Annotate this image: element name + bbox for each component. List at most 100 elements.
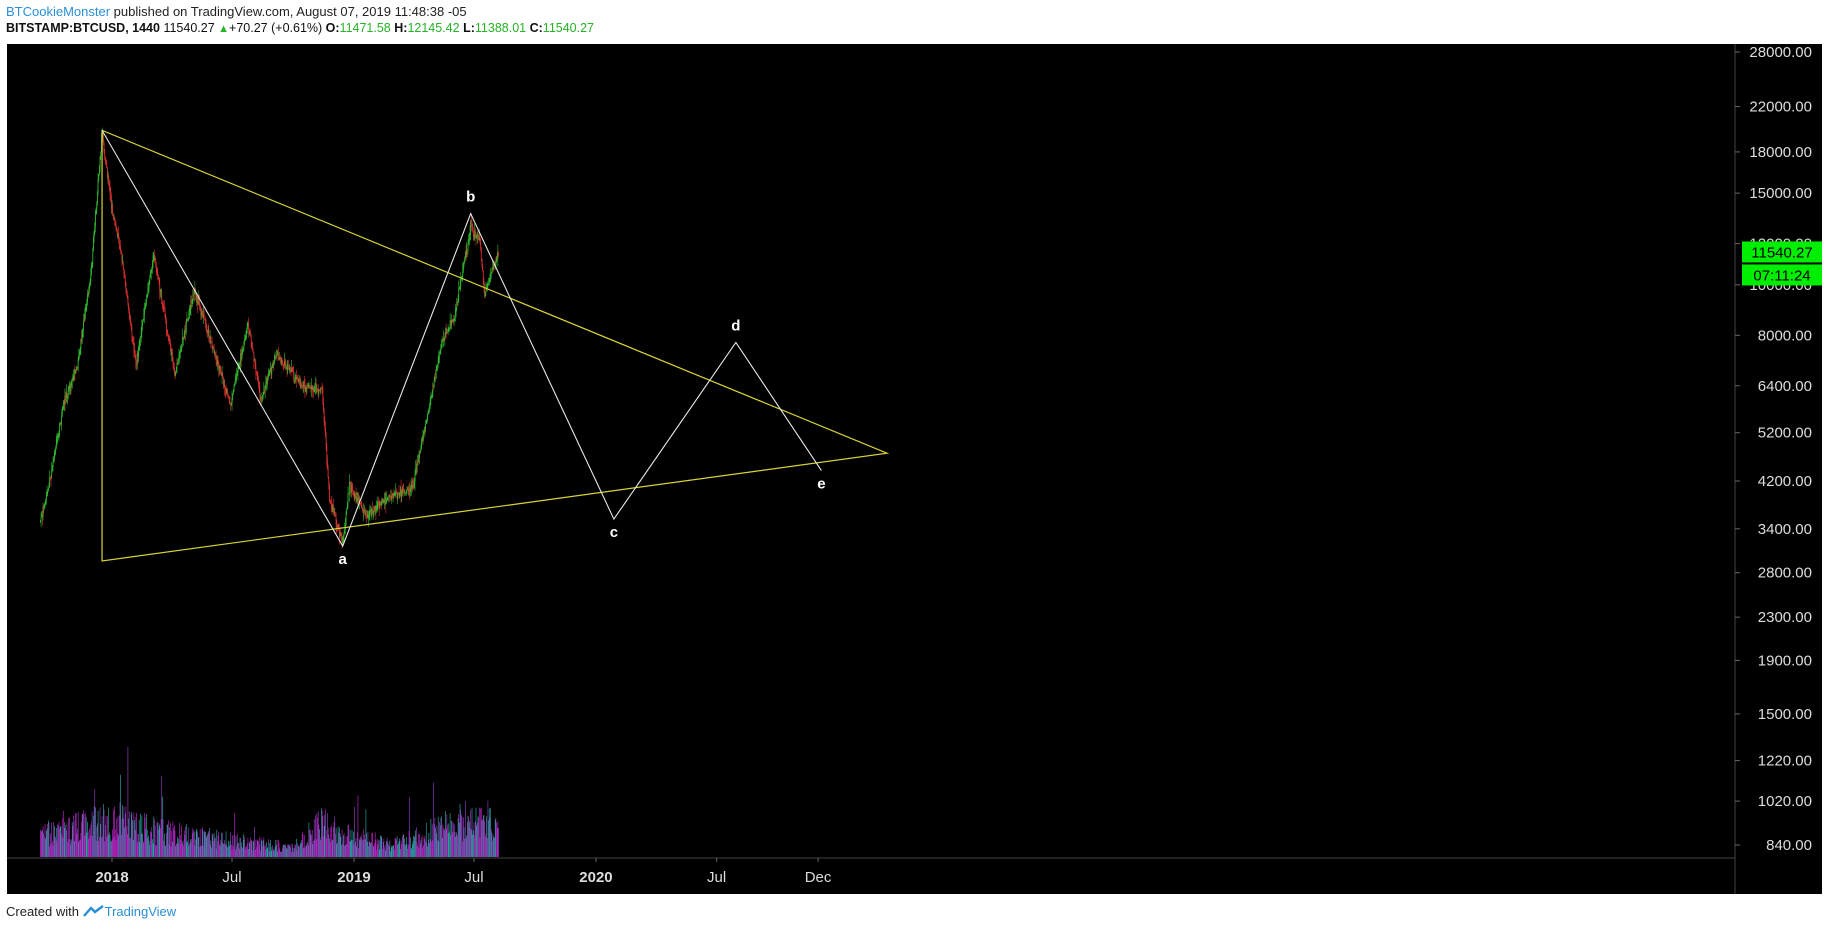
volume-bar xyxy=(311,835,312,857)
volume-bar xyxy=(407,848,409,857)
candle-body xyxy=(476,235,478,238)
candle-body xyxy=(97,179,99,192)
candle-body xyxy=(74,372,76,374)
author-link[interactable]: BTCookieMonster xyxy=(6,4,111,19)
candle-body xyxy=(417,457,419,462)
footer: Created with TradingView xyxy=(6,904,176,919)
volume-bar xyxy=(67,818,69,857)
volume-bar xyxy=(441,816,442,857)
candle-body xyxy=(303,381,305,387)
candle-body xyxy=(323,401,324,411)
tradingview-link[interactable]: TradingView xyxy=(104,904,177,919)
volume-bar xyxy=(120,774,121,857)
candle-body xyxy=(244,339,245,342)
volume-bar xyxy=(194,845,196,857)
candle-body xyxy=(80,338,82,349)
candle-body xyxy=(203,314,205,319)
candle-body xyxy=(185,327,186,333)
volume-bar xyxy=(77,811,79,857)
volume-bar xyxy=(156,845,157,857)
volume-bar xyxy=(64,828,66,857)
candle-body xyxy=(173,362,175,367)
candle-body xyxy=(401,493,403,498)
candle-body xyxy=(339,532,341,537)
candle-body xyxy=(69,384,71,392)
candle-body xyxy=(409,488,411,494)
candle-body xyxy=(87,293,88,304)
volume-bar xyxy=(250,837,251,857)
volume-bar xyxy=(497,821,499,857)
candle-body xyxy=(115,223,117,229)
candle-body xyxy=(215,355,217,361)
candle-body xyxy=(358,500,360,503)
candle-body xyxy=(431,391,433,396)
volume-bar xyxy=(397,844,399,857)
volume-bar xyxy=(408,831,410,857)
candle-body xyxy=(308,385,310,387)
candle-body xyxy=(85,306,87,309)
volume-bar xyxy=(75,813,76,857)
volume-bar xyxy=(333,821,335,857)
volume-bar xyxy=(322,816,324,857)
volume-bar xyxy=(221,832,222,857)
volume-bar xyxy=(445,811,446,857)
volume-bar xyxy=(72,825,74,857)
candle-body xyxy=(293,378,295,380)
candle-body xyxy=(319,390,321,392)
volume-bar xyxy=(366,833,367,857)
candle-body xyxy=(307,386,309,387)
price-tick-label: 5200.00 xyxy=(1758,425,1812,442)
candle-body xyxy=(229,402,231,404)
volume-bar xyxy=(86,832,88,857)
candle-body xyxy=(240,353,242,363)
time-axis[interactable]: 2018 Jul 2019 Jul 2020 Jul Dec xyxy=(95,858,832,886)
volume-bar xyxy=(478,807,480,857)
candle-body xyxy=(121,253,123,262)
volume-bar xyxy=(432,840,434,857)
candle-body xyxy=(420,445,422,450)
candle-body xyxy=(291,367,293,369)
volume-bar xyxy=(226,844,228,857)
candle-body xyxy=(248,322,249,330)
volume-bar xyxy=(242,847,243,857)
candle-body xyxy=(455,308,456,316)
volume-bar xyxy=(496,828,498,857)
candle-body xyxy=(205,319,206,324)
candle-body xyxy=(395,491,397,493)
volume-bar xyxy=(451,821,453,857)
price-badges: 11540.27 07:11:24 xyxy=(1742,241,1822,286)
candle-body xyxy=(168,339,170,341)
volume-bar xyxy=(58,822,60,857)
price-axis[interactable]: 28000.0022000.0018000.0015000.0012000.00… xyxy=(1735,44,1812,854)
candle-body xyxy=(270,367,271,371)
candle-body xyxy=(193,294,194,296)
triangle-drawing[interactable]: a b c d e xyxy=(101,129,890,568)
candle-body xyxy=(347,493,349,502)
volume-bar xyxy=(394,838,396,857)
volume-bar xyxy=(54,836,56,857)
volume-bar xyxy=(211,833,213,857)
candle-body xyxy=(400,487,402,498)
volume-bar xyxy=(257,839,259,857)
candle-body xyxy=(171,352,173,359)
volume-bar xyxy=(118,815,120,857)
candle-body xyxy=(441,344,442,348)
volume-bar xyxy=(83,814,85,857)
candle-body xyxy=(436,366,438,370)
candle-body xyxy=(76,367,78,371)
ohlc-legend: BITSTAMP:BTCUSD, 1440 11540.27 ▲+70.27 (… xyxy=(6,21,594,35)
candle-body xyxy=(475,234,477,238)
volume-bar xyxy=(166,833,167,857)
volume-bar xyxy=(412,840,414,857)
volume-bar xyxy=(396,839,397,857)
volume-bar xyxy=(479,837,481,857)
candle-body xyxy=(209,336,210,339)
volume-bar xyxy=(57,825,59,857)
volume-bar xyxy=(153,816,155,857)
volume-bar xyxy=(234,849,236,857)
candle-body xyxy=(352,489,354,492)
volume-bar xyxy=(102,835,104,857)
triangle-outline xyxy=(101,129,890,562)
volume-bar xyxy=(46,828,48,857)
